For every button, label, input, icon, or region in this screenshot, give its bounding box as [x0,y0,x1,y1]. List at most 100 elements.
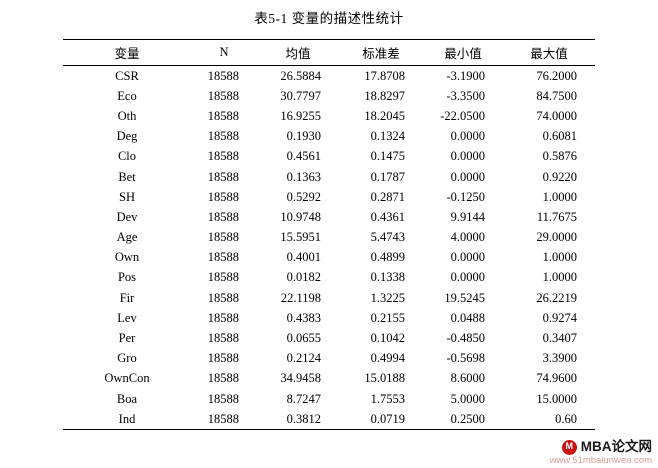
value-cell: 18588 [207,169,239,184]
variable-name-cell: Age [116,230,138,245]
value-cell: 0.0000 [450,250,485,265]
table-row: Eco 18588 30.7797 18.8297 -3.3500 84.7500 [63,86,595,106]
value-cell: -22.0500 [440,108,485,123]
value-cell: 18588 [207,129,239,144]
variable-name-cell: Deg [116,129,138,144]
value-cell: 18588 [207,270,239,285]
table-row: OwnCon 18588 34.9458 15.0188 8.6000 74.9600 [63,369,595,389]
table-row: Fir 18588 22.1198 1.3225 19.5245 26.2219 [63,288,595,308]
variable-name-cell: Fir [119,290,135,305]
value-cell: 18588 [207,371,239,386]
value-cell: 1.0000 [542,250,577,265]
value-cell: 0.4361 [370,209,405,224]
value-cell: 0.9220 [542,169,577,184]
variable-name-cell: Boa [116,391,138,406]
value-cell: 22.1198 [280,290,321,305]
value-cell: 0.5876 [542,149,577,164]
value-cell: 0.2871 [370,189,405,204]
table-row: Pos 18588 0.0182 0.1338 0.0000 1.0000 [63,268,595,288]
value-cell: 4.0000 [450,230,485,245]
table-row: Gro 18588 0.2124 0.4994 -0.5698 3.3900 [63,349,595,369]
value-cell: 5.4743 [370,230,405,245]
table-row: CSR 18588 26.5884 17.8708 -3.1900 76.2000 [63,66,595,87]
value-cell: 18.8297 [364,88,405,103]
table-row: SH 18588 0.5292 0.2871 -0.1250 1.0000 [63,187,595,207]
value-cell: 17.8708 [364,68,405,83]
value-cell: 0.1338 [370,270,405,285]
value-cell: 34.9458 [280,371,321,386]
value-cell: 18588 [207,68,239,83]
value-cell: 0.2155 [370,310,405,325]
variable-name-cell: Oth [117,108,137,123]
table-row: Own 18588 0.4001 0.4899 0.0000 1.0000 [63,248,595,268]
site-watermark: M MBA论文网 www.51mbalunwen.com [545,439,652,466]
value-cell: 84.7500 [536,88,577,103]
value-cell: 74.9600 [536,371,577,386]
value-cell: 16.9255 [280,108,321,123]
value-cell: 0.9274 [542,310,577,325]
value-cell: 5.0000 [450,391,485,406]
variable-name-cell: Gro [117,351,137,366]
descriptive-statistics-table: 变量 N 均值 标准差 最小值 最大值 CSR 18588 26.5884 17.8708 -3.… [63,39,595,430]
value-cell: 0.3407 [542,331,577,346]
value-cell: 0.0000 [450,129,485,144]
value-cell: 18588 [207,290,239,305]
variable-name-cell: Ind [118,411,136,426]
table-body: CSR 18588 26.5884 17.8708 -3.1900 76.2000 Eco 1… [63,66,595,430]
table-row: Age 18588 15.5951 5.4743 4.0000 29.0000 [63,228,595,248]
table-row: Deg 18588 0.1930 0.1324 0.0000 0.6081 [63,127,595,147]
value-cell: 29.0000 [536,230,577,245]
column-header-4: 最小值 [444,47,482,61]
column-header-5: 最大值 [530,47,568,61]
value-cell: 30.7797 [280,88,321,103]
value-cell: -3.3500 [446,88,485,103]
value-cell: 18588 [207,108,239,123]
value-cell: -0.1250 [446,189,485,204]
column-header-2: 均值 [285,47,311,61]
value-cell: 18588 [207,331,239,346]
value-cell: 0.4001 [286,250,321,265]
value-cell: 18588 [207,250,239,265]
value-cell: 0.4899 [370,250,405,265]
watermark-logo-icon: M [561,439,577,455]
table-row: Bet 18588 0.1363 0.1787 0.0000 0.9220 [63,167,595,187]
value-cell: 11.7675 [536,209,577,224]
value-cell: 0.2124 [286,351,321,366]
value-cell: 10.9748 [280,209,321,224]
value-cell: -3.1900 [446,68,485,83]
variable-name-cell: Own [114,250,140,265]
value-cell: 18588 [207,209,239,224]
value-cell: 18588 [207,149,239,164]
value-cell: 9.9144 [450,209,485,224]
variable-name-cell: SH [119,189,135,204]
value-cell: 1.7553 [370,391,405,406]
value-cell: 18588 [207,88,239,103]
value-cell: 0.0182 [286,270,321,285]
value-cell: 0.1787 [370,169,405,184]
watermark-url: www.51mbalunwen.com [549,454,652,466]
variable-name-cell: Dev [116,209,138,224]
value-cell: 0.0000 [450,149,485,164]
value-cell: 0.4561 [286,149,321,164]
variable-name-cell: Clo [117,149,137,164]
value-cell: 26.2219 [536,290,577,305]
value-cell: 18588 [207,230,239,245]
variable-name-cell: OwnCon [104,371,150,386]
value-cell: -0.4850 [446,331,485,346]
value-cell: 0.1042 [370,331,405,346]
variable-name-cell: Eco [117,88,137,103]
value-cell: 0.0488 [450,310,485,325]
variable-name-cell: CSR [115,68,139,83]
value-cell: 1.0000 [542,189,577,204]
value-cell: 18588 [207,189,239,204]
value-cell: 0.0000 [450,169,485,184]
table-row: Clo 18588 0.4561 0.1475 0.0000 0.5876 [63,147,595,167]
value-cell: 18588 [207,411,239,426]
value-cell: 15.0000 [536,391,577,406]
value-cell: 0.1475 [370,149,405,164]
value-cell: 0.6081 [542,129,577,144]
value-cell: -0.5698 [446,351,485,366]
value-cell: 0.1324 [370,129,405,144]
table-header-row: 变量 N 均值 标准差 最小值 最大值 [63,39,595,66]
